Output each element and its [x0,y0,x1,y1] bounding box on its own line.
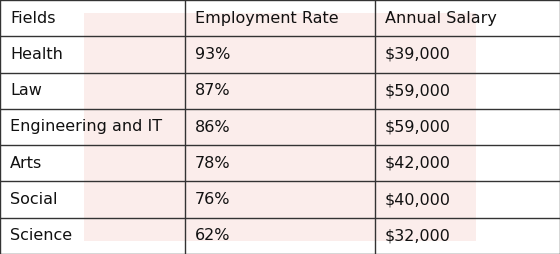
Text: $42,000: $42,000 [385,156,451,171]
Text: Annual Salary: Annual Salary [385,11,497,26]
Text: 62%: 62% [195,228,231,243]
Text: Law: Law [10,83,42,98]
Text: $39,000: $39,000 [385,47,451,62]
Text: 76%: 76% [195,192,231,207]
Text: Social: Social [10,192,58,207]
Text: 93%: 93% [195,47,231,62]
Text: $59,000: $59,000 [385,119,451,135]
Text: Employment Rate: Employment Rate [195,11,339,26]
Text: Fields: Fields [10,11,55,26]
Text: Science: Science [10,228,72,243]
Text: 86%: 86% [195,119,231,135]
Text: Engineering and IT: Engineering and IT [10,119,162,135]
Text: $59,000: $59,000 [385,83,451,98]
Bar [84,13,476,241]
Text: 87%: 87% [195,83,231,98]
Text: $32,000: $32,000 [385,228,451,243]
Text: Health: Health [10,47,63,62]
Text: 78%: 78% [195,156,231,171]
Text: Arts: Arts [10,156,43,171]
Text: $40,000: $40,000 [385,192,451,207]
